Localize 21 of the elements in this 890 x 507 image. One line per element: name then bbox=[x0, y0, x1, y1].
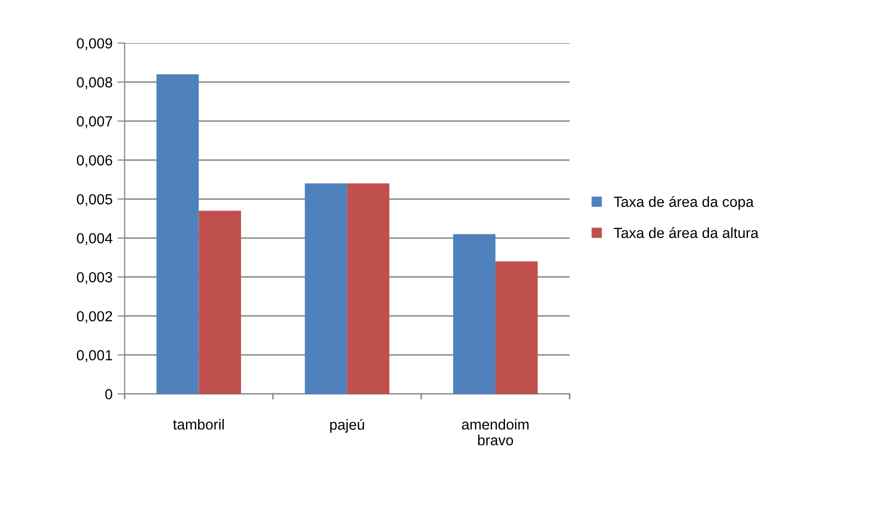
y-tick-label: 0,006 bbox=[76, 155, 112, 168]
bar bbox=[304, 183, 348, 394]
bar bbox=[347, 183, 390, 394]
legend-label: Taxa de área da altura bbox=[614, 227, 759, 238]
bar bbox=[156, 74, 199, 394]
y-tick-label: 0,009 bbox=[76, 38, 112, 50]
x-tick-label: tamboril bbox=[173, 418, 224, 430]
bar bbox=[453, 234, 496, 394]
y-tick-label: 0,005 bbox=[76, 194, 112, 206]
y-tick-label: 0,003 bbox=[76, 272, 112, 284]
bar bbox=[495, 261, 538, 394]
legend-label: Taxa de área da copa bbox=[614, 196, 754, 210]
y-tick-label: 0,002 bbox=[76, 311, 112, 324]
y-tick-label: 0 bbox=[105, 389, 112, 400]
y-tick-label: 0,001 bbox=[76, 350, 112, 362]
y-tick-label: 0,004 bbox=[76, 233, 112, 246]
x-tick-label: pajeú bbox=[330, 418, 364, 433]
y-tick-label: 0,007 bbox=[76, 116, 112, 128]
x-tick-label: amendoim bravo bbox=[462, 418, 529, 446]
bar bbox=[198, 210, 242, 394]
y-tick-label: 0,008 bbox=[76, 77, 112, 90]
